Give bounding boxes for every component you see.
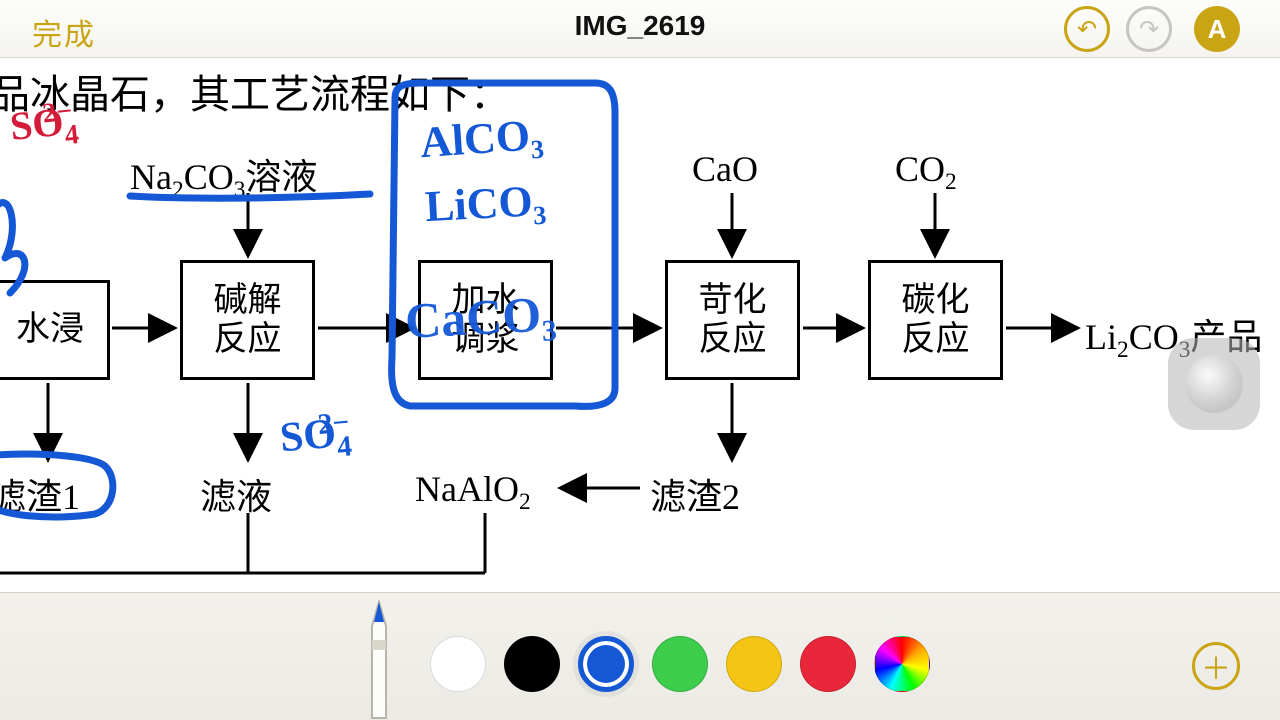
anno-so4-red: SO42−	[9, 101, 109, 143]
color-swatches	[430, 636, 930, 692]
swatch-blue[interactable]	[578, 636, 634, 692]
label-na2co3: Na2CO3溶液	[130, 148, 317, 204]
label-residue1: 滤渣1	[0, 468, 80, 520]
add-button[interactable]: ＋	[1192, 642, 1240, 690]
swatch-black[interactable]	[504, 636, 560, 692]
markup-button[interactable]: A	[1194, 6, 1240, 52]
swatch-rainbow[interactable]	[874, 636, 930, 692]
label-co2: CO2	[895, 148, 957, 196]
label-filtrate: 滤液	[200, 468, 272, 520]
markup-icon: A	[1208, 14, 1227, 45]
topbar: 完成 IMG_2619 ↶ ↷ A	[0, 0, 1280, 58]
done-button[interactable]: 完成	[32, 10, 96, 54]
assistive-touch[interactable]	[1168, 338, 1260, 430]
pen-tool[interactable]	[358, 600, 400, 720]
redo-icon: ↷	[1139, 15, 1159, 44]
anno-caco3: CaCO₃	[404, 284, 558, 350]
undo-button[interactable]: ↶	[1064, 6, 1110, 52]
canvas[interactable]: 品冰晶石，其工艺流程如下： Na2CO3溶液 CaO CO2 水浸 碱解 反应 …	[0, 58, 1280, 592]
swatch-yellow[interactable]	[726, 636, 782, 692]
box-kehua: 苛化 反应	[665, 260, 800, 380]
plus-icon: ＋	[1201, 644, 1231, 688]
anno-alco3: AlCO₃	[418, 109, 544, 168]
undo-icon: ↶	[1077, 15, 1097, 44]
box-tanhua: 碳化 反应	[868, 260, 1003, 380]
markup-toolbar: ＋	[0, 592, 1280, 720]
swatch-red[interactable]	[800, 636, 856, 692]
page-title: IMG_2619	[575, 10, 706, 42]
box-jianjie: 碱解 反应	[180, 260, 315, 380]
swatch-green[interactable]	[652, 636, 708, 692]
assistive-touch-icon	[1185, 355, 1243, 413]
label-residue2: 滤渣2	[650, 468, 740, 520]
label-naalo2: NaAlO2	[415, 468, 531, 516]
anno-lico3: LiCO₃	[424, 175, 547, 232]
redo-button: ↷	[1126, 6, 1172, 52]
label-cao: CaO	[692, 148, 758, 190]
box-shuijin: 水浸	[0, 280, 110, 380]
swatch-white[interactable]	[430, 636, 486, 692]
anno-so4-blue: SO42−	[279, 414, 384, 456]
